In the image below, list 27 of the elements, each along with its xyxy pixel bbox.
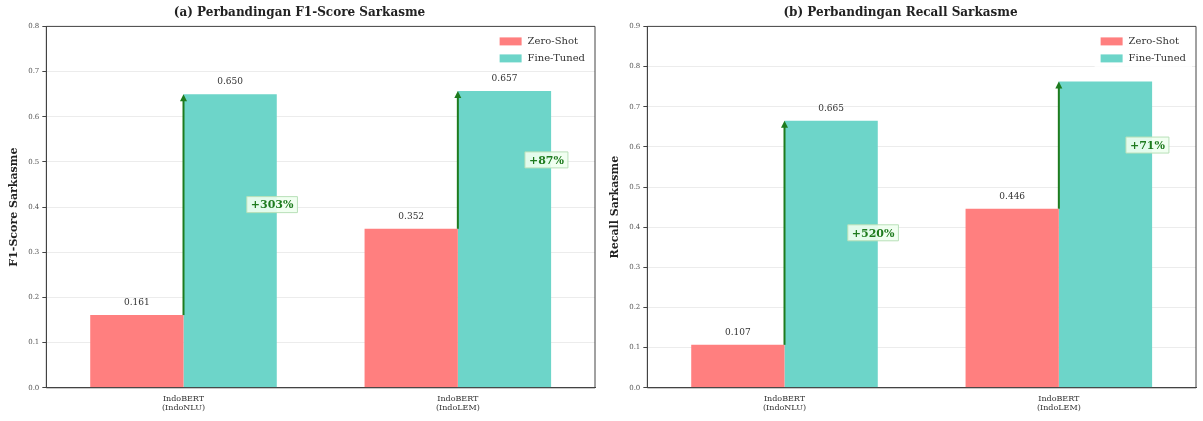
data-label: 0.107 — [724, 326, 752, 337]
y-axis-title: F1-Score Sarkasme — [7, 147, 21, 267]
chart-title: (b) Perbandingan Recall Sarkasme — [783, 5, 1018, 20]
annotation: +71% — [1129, 138, 1166, 152]
legend-label: Fine-Tuned — [527, 51, 586, 63]
bar — [691, 344, 785, 388]
bar — [90, 315, 184, 388]
data-label: 0.446 — [999, 190, 1026, 201]
x-tick-label: IndoBERT (IndoLEM) — [1036, 393, 1081, 413]
data-label: 0.161 — [123, 296, 150, 307]
data-label: 0.657 — [491, 72, 518, 83]
x-tick-label: IndoBERT (IndoNLU) — [161, 393, 206, 413]
data-label: 0.352 — [398, 210, 425, 221]
y-axis-title: Recall Sarkasme — [608, 155, 622, 259]
chart-title: (a) Perbandingan F1-Score Sarkasme — [173, 5, 426, 20]
data-label: 0.665 — [818, 102, 845, 113]
annotation: +520% — [851, 226, 895, 240]
annotation: +87% — [528, 153, 565, 167]
data-label: 0.650 — [217, 76, 244, 87]
legend-label: Zero-Shot — [1128, 34, 1179, 46]
legend-label: Fine-Tuned — [1128, 51, 1187, 63]
x-tick-label: IndoBERT (IndoLEM) — [435, 393, 480, 413]
annotation: +303% — [250, 198, 294, 212]
legend-label: Zero-Shot — [527, 34, 578, 46]
bar — [364, 228, 458, 388]
x-tick-label: IndoBERT (IndoNLU) — [762, 393, 807, 413]
bar — [965, 208, 1059, 388]
